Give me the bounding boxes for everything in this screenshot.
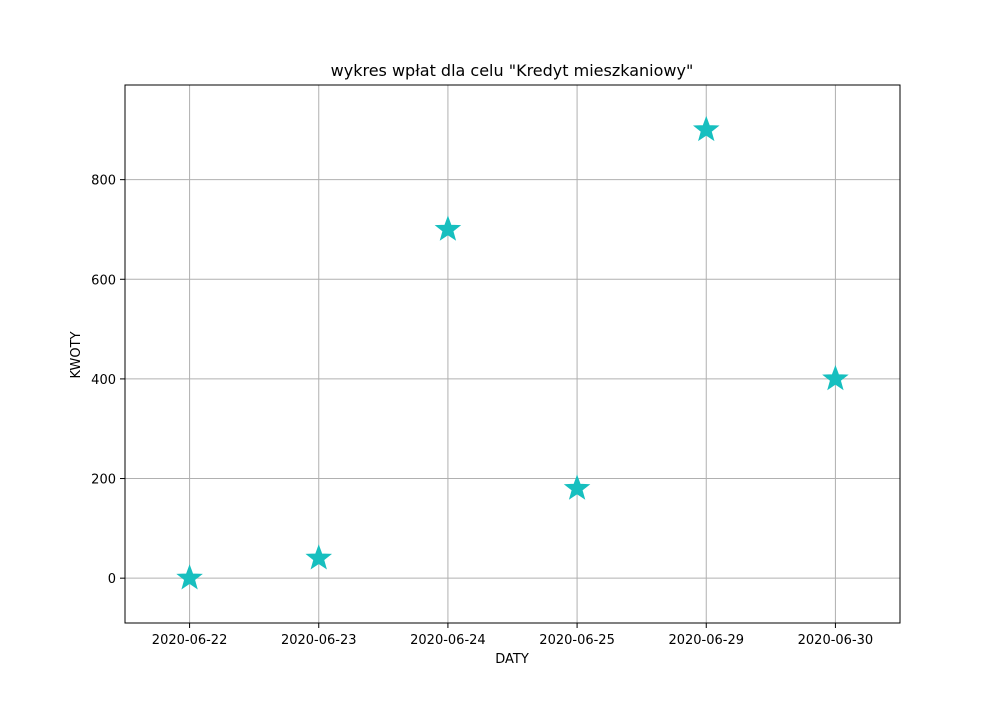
axis-ticks: 2020-06-22 2020-06-23 2020-06-24 2020-06-25… [91,174,873,648]
y-tick-label: 600 [91,273,116,288]
grid [125,85,900,623]
x-tick-label: 2020-06-25 [539,633,615,648]
data-point-star [434,215,462,241]
y-tick-label: 800 [91,174,116,189]
data-point-star [692,115,720,142]
data-point-star [822,364,849,391]
y-tick-label: 400 [91,373,116,388]
x-tick-label: 2020-06-24 [410,633,486,648]
data-point-star [305,544,333,570]
x-tick-label: 2020-06-22 [152,633,228,648]
data-points [176,115,849,590]
y-axis-label: KWOTY [69,331,84,378]
x-tick-label: 2020-06-23 [281,633,357,648]
data-point-star [176,564,203,590]
chart-title: wykres wpłat dla celu "Kredyt mieszkanio… [331,61,694,80]
y-tick-label: 0 [108,572,116,587]
data-point-star [563,474,591,500]
x-axis-label: DATY [495,652,529,667]
x-tick-label: 2020-06-30 [798,633,874,648]
x-tick-label: 2020-06-29 [668,633,744,648]
plot-area-frame [124,84,901,624]
y-tick-label: 200 [91,473,116,488]
